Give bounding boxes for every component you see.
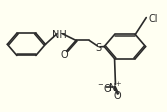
Text: O: O xyxy=(61,49,68,59)
Text: NH: NH xyxy=(52,29,67,39)
Text: O: O xyxy=(114,90,121,100)
Text: $^{-}$O: $^{-}$O xyxy=(97,81,112,93)
Text: Cl: Cl xyxy=(149,13,158,23)
Text: N$^{+}$: N$^{+}$ xyxy=(108,80,122,93)
Text: S: S xyxy=(95,42,102,52)
